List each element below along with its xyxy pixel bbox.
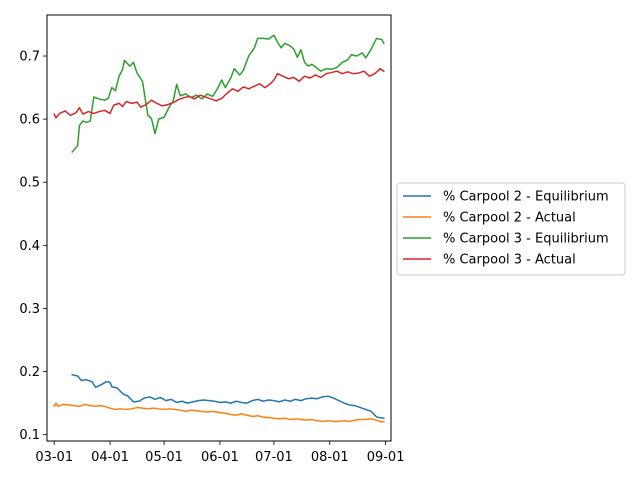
y-tick-label: 0.7 xyxy=(19,50,40,65)
legend-label: % Carpool 2 - Equilibrium xyxy=(443,190,609,205)
x-tick-label: 04-01 xyxy=(91,450,129,465)
x-tick-label: 05-01 xyxy=(145,450,183,465)
plot-lines xyxy=(53,34,385,423)
y-axis: 0.1 0.2 0.3 0.4 0.5 0.6 0.7 xyxy=(19,50,47,443)
series-line-4 xyxy=(53,67,385,119)
x-tick-label: 06-01 xyxy=(201,450,239,465)
legend-item: % Carpool 3 - Actual xyxy=(403,253,576,268)
series-line-1 xyxy=(71,373,385,420)
x-tick-label: 07-01 xyxy=(255,450,293,465)
y-tick-label: 0.4 xyxy=(19,239,40,254)
series-line-2 xyxy=(53,402,385,423)
legend-item: % Carpool 3 - Equilibrium xyxy=(403,232,609,247)
y-tick-label: 0.2 xyxy=(19,365,40,380)
y-tick-label: 0.6 xyxy=(19,113,40,128)
y-tick-label: 0.5 xyxy=(19,176,40,191)
x-tick-label: 09-01 xyxy=(367,450,405,465)
x-tick-label: 08-01 xyxy=(311,450,349,465)
legend-label: % Carpool 3 - Actual xyxy=(443,253,576,268)
y-tick-label: 0.1 xyxy=(19,428,40,443)
legend-item: % Carpool 2 - Actual xyxy=(403,211,576,226)
legend-item: % Carpool 2 - Equilibrium xyxy=(403,190,609,205)
legend-label: % Carpool 3 - Equilibrium xyxy=(443,232,609,247)
series-line-3 xyxy=(71,34,385,154)
y-tick-label: 0.3 xyxy=(19,302,40,317)
x-tick-label: 03-01 xyxy=(35,450,73,465)
legend: % Carpool 2 - Equilibrium % Carpool 2 - A… xyxy=(396,182,626,276)
legend-label: % Carpool 2 - Actual xyxy=(443,211,576,226)
legend-frame xyxy=(396,182,626,276)
x-axis: 03-01 04-01 05-01 06-01 07-01 08-01 09-01 xyxy=(35,441,404,465)
axes-frame xyxy=(46,14,392,442)
